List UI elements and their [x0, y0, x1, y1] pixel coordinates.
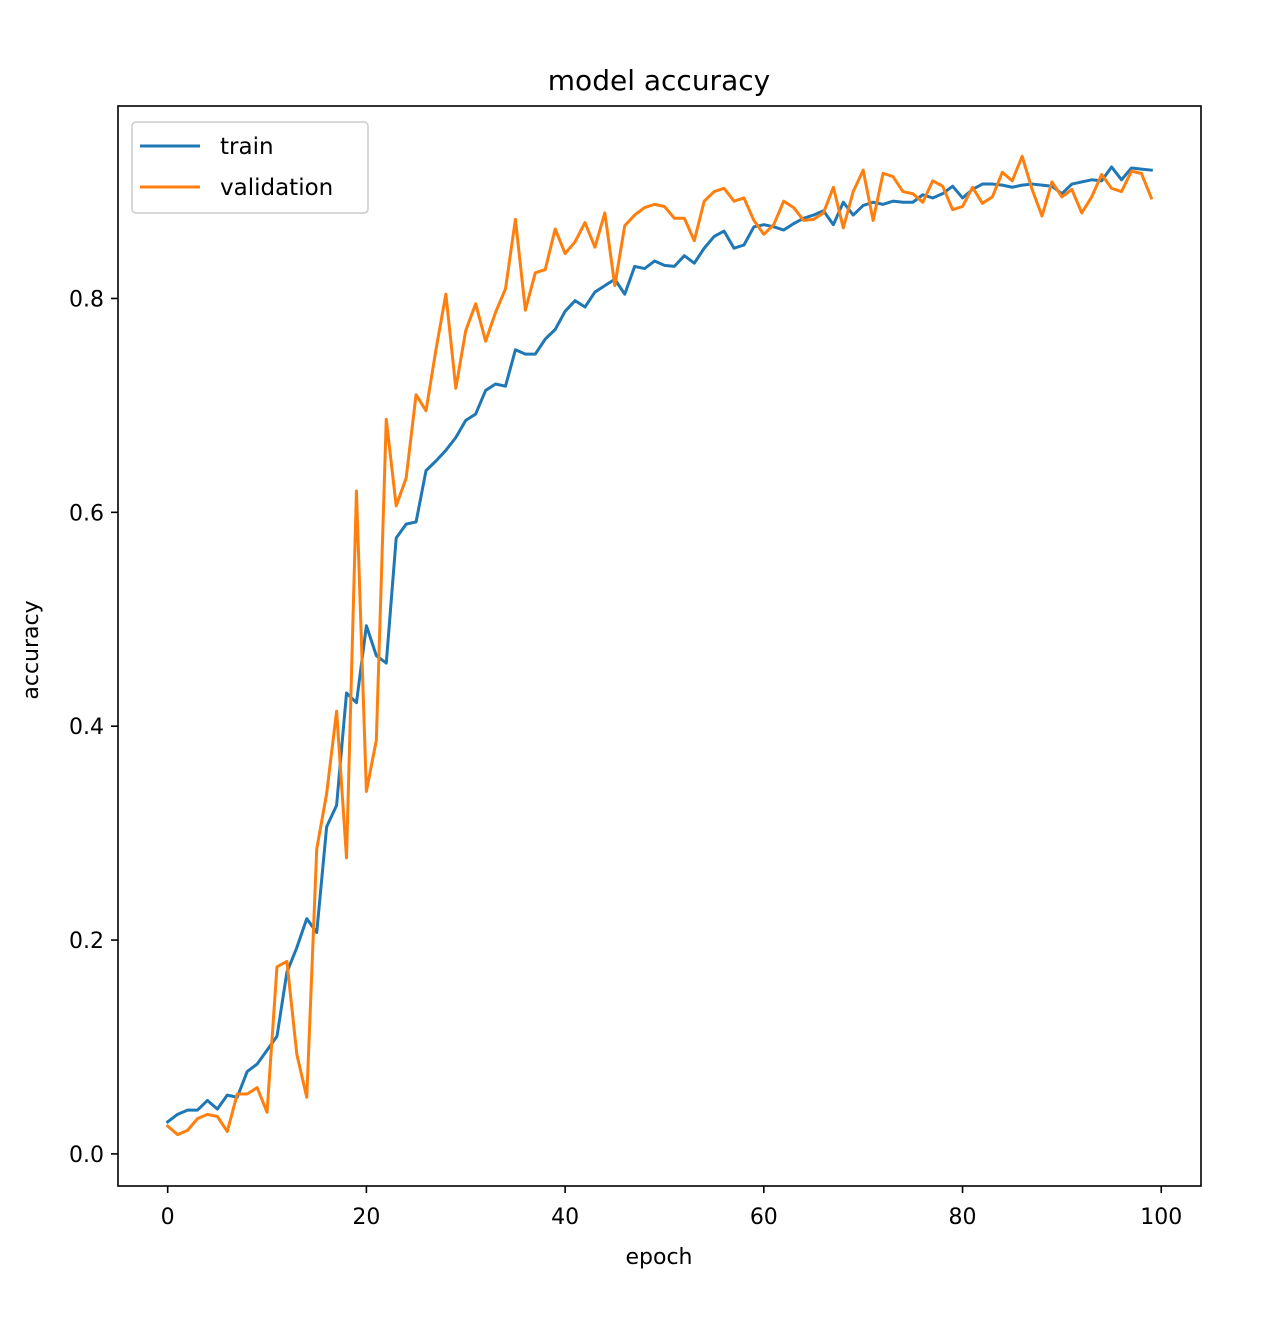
- legend-label-train: train: [220, 134, 274, 160]
- x-tick-label: 60: [750, 1205, 778, 1230]
- x-axis-ticks: 0 20 40 60 80 100: [161, 1186, 1182, 1230]
- y-axis-ticks: 0.0 0.2 0.4 0.6 0.8: [69, 287, 118, 1168]
- x-axis-label: epoch: [626, 1245, 693, 1270]
- x-tick-label: 40: [551, 1205, 579, 1230]
- y-axis-label: accuracy: [19, 600, 44, 699]
- legend-label-validation: validation: [220, 175, 333, 201]
- y-tick-label: 0.8: [69, 287, 104, 312]
- series-layer: [165, 154, 1154, 1137]
- plot-area: [117, 105, 1202, 1187]
- series-line-validation: [165, 154, 1154, 1137]
- axes-frame: [117, 105, 1202, 1187]
- x-tick-label: 0: [161, 1205, 175, 1230]
- chart-title: model accuracy: [548, 64, 770, 97]
- x-tick-label: 80: [949, 1205, 977, 1230]
- y-tick-label: 0.6: [69, 501, 104, 526]
- y-tick-label: 0.4: [69, 715, 104, 740]
- y-tick-label: 0.0: [69, 1143, 104, 1168]
- legend: train validation: [131, 121, 369, 214]
- series-line-train: [165, 165, 1153, 1124]
- y-tick-label: 0.2: [69, 929, 104, 954]
- x-tick-label: 100: [1140, 1205, 1182, 1230]
- x-tick-label: 20: [352, 1205, 380, 1230]
